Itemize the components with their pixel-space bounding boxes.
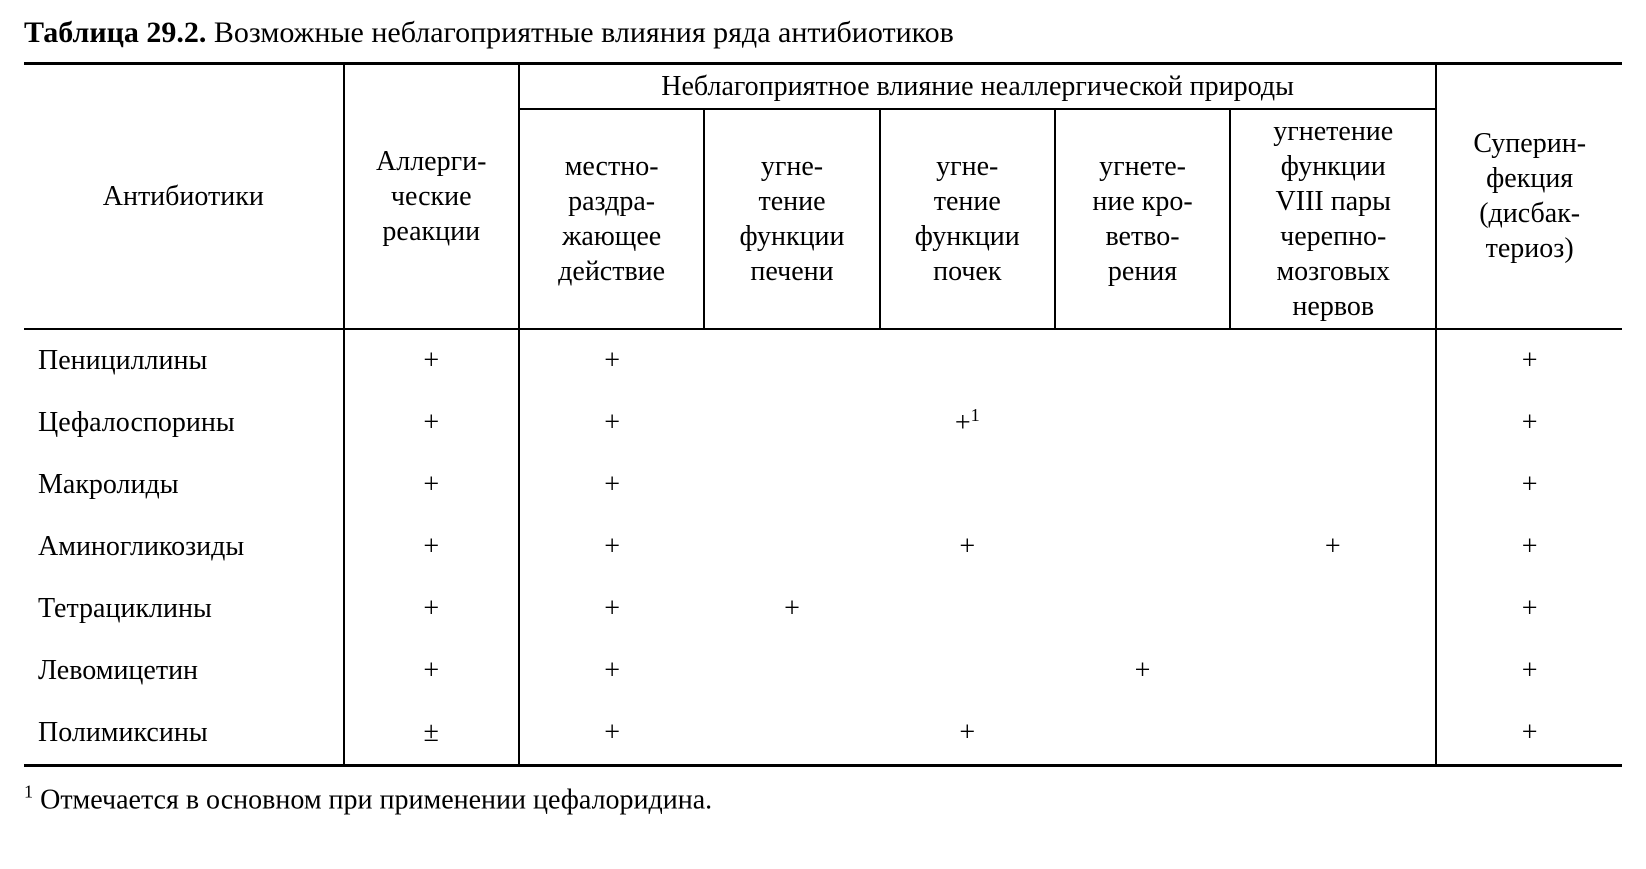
cell: +	[519, 329, 705, 392]
cell	[1055, 702, 1230, 766]
cell: +	[519, 392, 705, 454]
cell: +	[344, 329, 519, 392]
th-cn8: угнетениефункцииVIII парычерепно-мозговы…	[1230, 109, 1436, 329]
cell: +	[880, 702, 1055, 766]
cell: +	[344, 640, 519, 702]
cell: +	[880, 516, 1055, 578]
table-row: Полимиксины ± + + +	[24, 702, 1622, 766]
row-name: Пенициллины	[24, 329, 344, 392]
footnote-text: Отмечается в основном при применении цеф…	[40, 784, 712, 815]
table-row: Макролиды + + +	[24, 454, 1622, 516]
cell: +	[344, 516, 519, 578]
cell	[1230, 392, 1436, 454]
cell	[1230, 640, 1436, 702]
cell: +	[1436, 392, 1622, 454]
caption-label: Таблица 29.2.	[24, 16, 206, 49]
th-hematopoiesis: угнете-ние кро-ветво-рения	[1055, 109, 1230, 329]
cell	[880, 640, 1055, 702]
cell: +	[344, 578, 519, 640]
table-row: Пенициллины + + +	[24, 329, 1622, 392]
cell	[704, 392, 879, 454]
cell	[1230, 454, 1436, 516]
footnote-marker: 1	[24, 784, 33, 815]
cell	[704, 516, 879, 578]
table-row: Левомицетин + + + +	[24, 640, 1622, 702]
cell	[880, 454, 1055, 516]
cell: +	[1230, 516, 1436, 578]
cell: +	[344, 392, 519, 454]
cell: +	[1436, 329, 1622, 392]
row-name: Полимиксины	[24, 702, 344, 766]
table-caption: Таблица 29.2. Возможные неблагоприятные …	[24, 14, 1622, 52]
cell	[880, 329, 1055, 392]
cell: +	[1055, 640, 1230, 702]
cell: +	[1436, 516, 1622, 578]
th-antibiotics: Антибиотики	[24, 63, 344, 329]
cell: +	[519, 516, 705, 578]
cell	[1230, 702, 1436, 766]
cell	[1230, 578, 1436, 640]
row-name: Аминогликозиды	[24, 516, 344, 578]
cell	[1230, 329, 1436, 392]
th-superinfection: Суперин-фекция(дисбак-териоз)	[1436, 63, 1622, 329]
footnote: 1 Отмечается в основном при применении ц…	[24, 781, 1622, 817]
cell	[1055, 578, 1230, 640]
cell	[880, 578, 1055, 640]
cell: +	[704, 578, 879, 640]
cell	[704, 454, 879, 516]
th-nonallergic-span: Неблагоприятное влияние неаллергической …	[519, 63, 1437, 109]
table-row: Тетрациклины + + + +	[24, 578, 1622, 640]
row-name: Цефалоспорины	[24, 392, 344, 454]
cell: +1	[880, 392, 1055, 454]
cell: +	[344, 454, 519, 516]
cell: +	[1436, 578, 1622, 640]
table-row: Аминогликозиды + + + + +	[24, 516, 1622, 578]
antibiotics-table: Антибиотики Аллерги-ческиереакции Неблаг…	[24, 62, 1622, 767]
cell: +	[519, 454, 705, 516]
cell	[704, 702, 879, 766]
cell	[704, 329, 879, 392]
row-name: Тетрациклины	[24, 578, 344, 640]
cell	[1055, 454, 1230, 516]
th-liver: угне-тениефункциипечени	[704, 109, 879, 329]
cell: +	[519, 578, 705, 640]
cell: ±	[344, 702, 519, 766]
row-name: Левомицетин	[24, 640, 344, 702]
cell: +	[1436, 640, 1622, 702]
cell	[1055, 516, 1230, 578]
cell: +	[519, 702, 705, 766]
th-allergic: Аллерги-ческиереакции	[344, 63, 519, 329]
cell: +	[1436, 702, 1622, 766]
caption-text: Возможные неблагоприятные влияния ряда а…	[214, 16, 954, 49]
cell: +	[519, 640, 705, 702]
table-body: Пенициллины + + + Цефалоспорины + + +1 +	[24, 329, 1622, 766]
th-kidney: угне-тениефункциипочек	[880, 109, 1055, 329]
page: Таблица 29.2. Возможные неблагоприятные …	[0, 0, 1646, 869]
cell: +	[1436, 454, 1622, 516]
cell	[1055, 392, 1230, 454]
cell	[704, 640, 879, 702]
th-local-irritant: местно-раздра-жающеедействие	[519, 109, 705, 329]
table-row: Цефалоспорины + + +1 +	[24, 392, 1622, 454]
row-name: Макролиды	[24, 454, 344, 516]
cell	[1055, 329, 1230, 392]
